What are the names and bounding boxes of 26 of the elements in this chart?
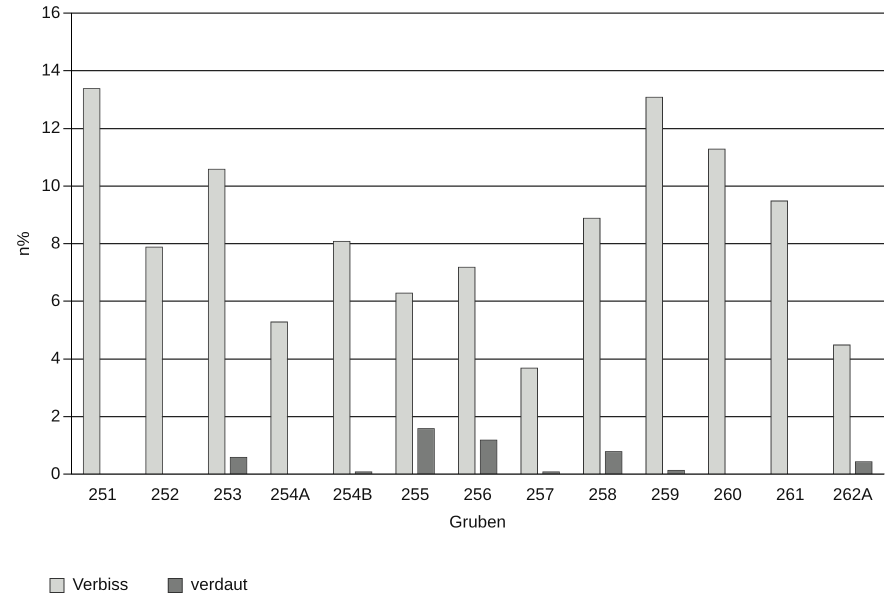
legend-label: Verbiss bbox=[72, 575, 128, 594]
x-tick-label: 256 bbox=[463, 485, 492, 504]
x-tick-label: 262A bbox=[832, 485, 874, 504]
y-tick-label: 2 bbox=[50, 406, 60, 426]
y-axis-title: n% bbox=[14, 231, 33, 256]
y-tick-label: 4 bbox=[50, 348, 60, 368]
x-tick-label: 251 bbox=[88, 485, 117, 504]
x-tick-label: 258 bbox=[588, 485, 617, 504]
y-tick-label: 14 bbox=[41, 60, 60, 80]
y-tick-label: 12 bbox=[41, 118, 60, 138]
x-tick-label: 255 bbox=[400, 485, 430, 504]
x-tick-label: 253 bbox=[213, 485, 242, 504]
x-tick-label: 252 bbox=[150, 485, 180, 504]
x-tick-label: 260 bbox=[714, 485, 742, 504]
y-tick-label: 6 bbox=[50, 291, 60, 310]
x-tick-label: 254B bbox=[332, 485, 372, 504]
y-tick-label: 10 bbox=[41, 176, 60, 195]
x-tick-label: 259 bbox=[651, 485, 680, 504]
y-tick-label: 0 bbox=[50, 464, 60, 483]
x-tick-label: 254A bbox=[270, 485, 311, 504]
x-tick-label: 257 bbox=[526, 485, 554, 504]
y-tick-label: 16 bbox=[41, 2, 60, 22]
legend-label: verdaut bbox=[190, 575, 248, 594]
x-tick-label: 261 bbox=[776, 485, 804, 504]
y-tick-label: 8 bbox=[50, 233, 60, 252]
x-axis-title: Gruben bbox=[449, 512, 506, 532]
